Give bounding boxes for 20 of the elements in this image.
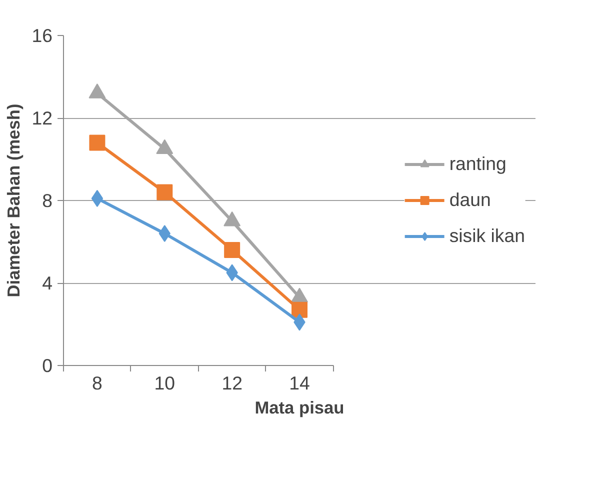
point xyxy=(292,302,308,318)
legend-label: daun xyxy=(449,189,491,211)
point xyxy=(156,184,173,200)
x-tick-label: 10 xyxy=(154,372,176,394)
legend-label: sisik ikan xyxy=(449,225,525,247)
point xyxy=(158,225,170,242)
y-tick-label: 8 xyxy=(42,190,53,211)
y-tick-label: 0 xyxy=(42,355,53,376)
point xyxy=(224,242,240,258)
y-tick-label: 4 xyxy=(42,272,53,294)
x-tick-label: 8 xyxy=(92,372,102,394)
legend-label: ranting xyxy=(449,153,506,175)
x-axis-title: Mata pisau xyxy=(254,398,344,418)
x-tick-label: 12 xyxy=(222,372,242,394)
y-axis-title: Diameter Bahan (mesh) xyxy=(4,104,24,298)
y-tick-label: 12 xyxy=(32,108,53,128)
point xyxy=(91,190,104,207)
point xyxy=(89,134,106,151)
y-tick-label: 16 xyxy=(32,25,53,46)
x-tick-label: 14 xyxy=(289,372,310,394)
